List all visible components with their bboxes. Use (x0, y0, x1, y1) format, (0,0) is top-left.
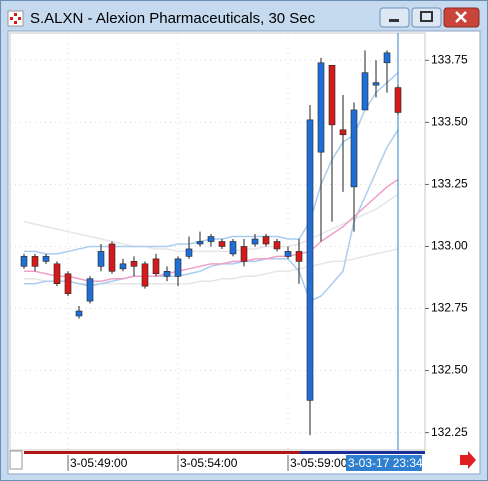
candle-body (130, 261, 138, 267)
cursor-label-bg (346, 455, 422, 471)
candle-body (284, 251, 292, 257)
close-button[interactable] (443, 7, 480, 28)
overlay-line (24, 129, 399, 303)
candle-body (350, 109, 358, 188)
candle-body (262, 236, 270, 245)
candle-body (64, 273, 72, 294)
candle-body (317, 62, 325, 153)
candle-body (207, 236, 215, 242)
candle-body (119, 263, 127, 270)
candle-body (273, 241, 281, 250)
candle-body (229, 241, 237, 255)
y-tick-label: 133.00 (431, 239, 468, 253)
y-tick-label: 132.75 (431, 301, 468, 315)
candle-body (152, 258, 160, 275)
candle-body (174, 258, 182, 277)
candle-body (240, 246, 248, 262)
scroll-right-arrow[interactable] (460, 451, 476, 469)
candle-body (328, 64, 336, 126)
candle-body (97, 251, 105, 267)
plot-area (9, 32, 426, 451)
y-tick-label: 132.50 (431, 363, 468, 377)
scroll-thumb[interactable] (300, 451, 425, 454)
cursor-x-label: 3-03-17 23:34:00 (348, 456, 440, 470)
y-tick-label: 133.25 (431, 177, 468, 191)
overlay-line (23, 193, 399, 253)
candle-body (185, 248, 193, 257)
window-title: S.ALXN - Alexion Pharmaceuticals, 30 Sec (30, 10, 316, 27)
candle-body (339, 129, 347, 136)
axis: 132.25 132.50 132.75 133.00 133.25 133.50 133.… (67, 52, 468, 471)
candle-body (86, 278, 94, 302)
candle-body (163, 270, 171, 277)
minimize-button[interactable] (379, 7, 410, 28)
candle-body (31, 256, 39, 267)
overlay-line (24, 178, 399, 282)
maximize-button[interactable] (411, 7, 442, 28)
scroll-box[interactable] (9, 450, 23, 470)
candle-body (108, 243, 116, 272)
x-tick-label: 3-05:49:00 (70, 456, 128, 470)
overlays (23, 72, 399, 303)
x-tick-label: 3-05:59:00 (290, 456, 348, 470)
candle-body (394, 87, 402, 113)
candle-body (141, 263, 149, 287)
y-tick-label: 132.25 (431, 425, 468, 439)
candle-body (383, 52, 391, 64)
candle-body (42, 256, 50, 262)
candle-body (295, 251, 303, 262)
candle-body (306, 119, 314, 401)
overlay-line (24, 248, 399, 285)
scroll-track[interactable] (24, 451, 425, 454)
candle-body (372, 82, 380, 86)
y-tick-label: 133.50 (431, 115, 468, 129)
candle-body (251, 238, 259, 245)
candle-body (218, 241, 226, 247)
app-icon (7, 10, 24, 27)
candles (20, 50, 402, 436)
candle-body (361, 72, 369, 111)
candle-body (20, 256, 28, 267)
x-tick-label: 3-05:54:00 (180, 456, 238, 470)
candle-body (196, 241, 204, 245)
candle-body (53, 263, 61, 284)
candle-body (75, 310, 83, 317)
y-tick-label: 133.75 (431, 52, 468, 66)
